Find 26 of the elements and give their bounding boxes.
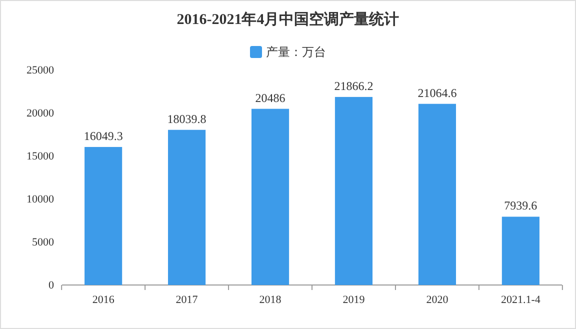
- bar: [251, 108, 290, 285]
- data-label: 20486: [255, 90, 286, 105]
- y-tick-label: 0: [48, 280, 54, 292]
- data-label: 7939.6: [504, 198, 538, 213]
- data-label: 21866.2: [334, 78, 374, 93]
- bar: [334, 96, 373, 285]
- bar: [418, 104, 456, 285]
- x-tick-label: 2019: [342, 294, 366, 306]
- legend-label: 产量：万台: [266, 45, 326, 59]
- y-tick-label: 25000: [26, 64, 54, 77]
- data-label: 16049.3: [84, 128, 123, 143]
- bar: [502, 216, 540, 285]
- data-label: 18039.8: [167, 112, 206, 126]
- y-tick-label: 10000: [26, 194, 54, 206]
- data-label: 21064.6: [418, 86, 457, 100]
- x-tick-label: 2020: [426, 294, 449, 306]
- y-tick-label: 5000: [32, 236, 54, 249]
- y-tick-label: 20000: [26, 108, 54, 120]
- x-tick-label: 2016: [92, 294, 115, 306]
- bar: [168, 130, 206, 285]
- chart-title: 2016-2021年4月中国空调产量统计: [176, 10, 400, 28]
- x-tick-label: 2017: [176, 294, 198, 306]
- y-tick-label: 15000: [26, 150, 54, 163]
- x-tick-label: 2018: [259, 294, 282, 306]
- bar: [84, 146, 122, 285]
- x-tick-label: 2021.1-4: [500, 294, 541, 306]
